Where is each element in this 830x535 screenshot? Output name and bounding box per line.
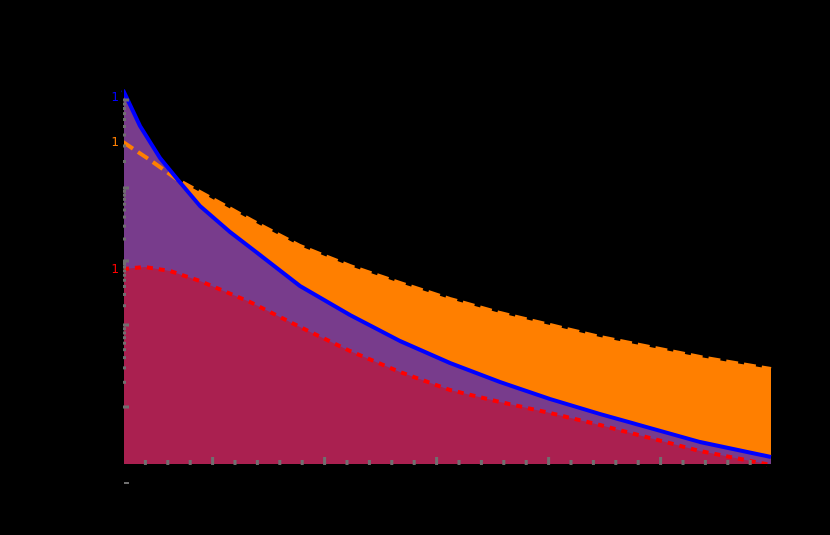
axes	[122, 70, 771, 484]
series-fills	[123, 90, 771, 465]
y-tick-labels: 1 1 1	[111, 90, 119, 276]
y-tick-label: 1	[111, 135, 119, 149]
blue-solid-line	[121, 89, 772, 459]
red-dotted-fill	[123, 267, 771, 465]
y-tick-label: 1	[111, 262, 119, 276]
series-lines	[121, 89, 772, 467]
orange-dashed-line	[121, 140, 772, 371]
red-dotted-line	[122, 265, 772, 467]
y-tick-label: 1	[111, 90, 119, 104]
x-origin-mark	[124, 482, 129, 484]
